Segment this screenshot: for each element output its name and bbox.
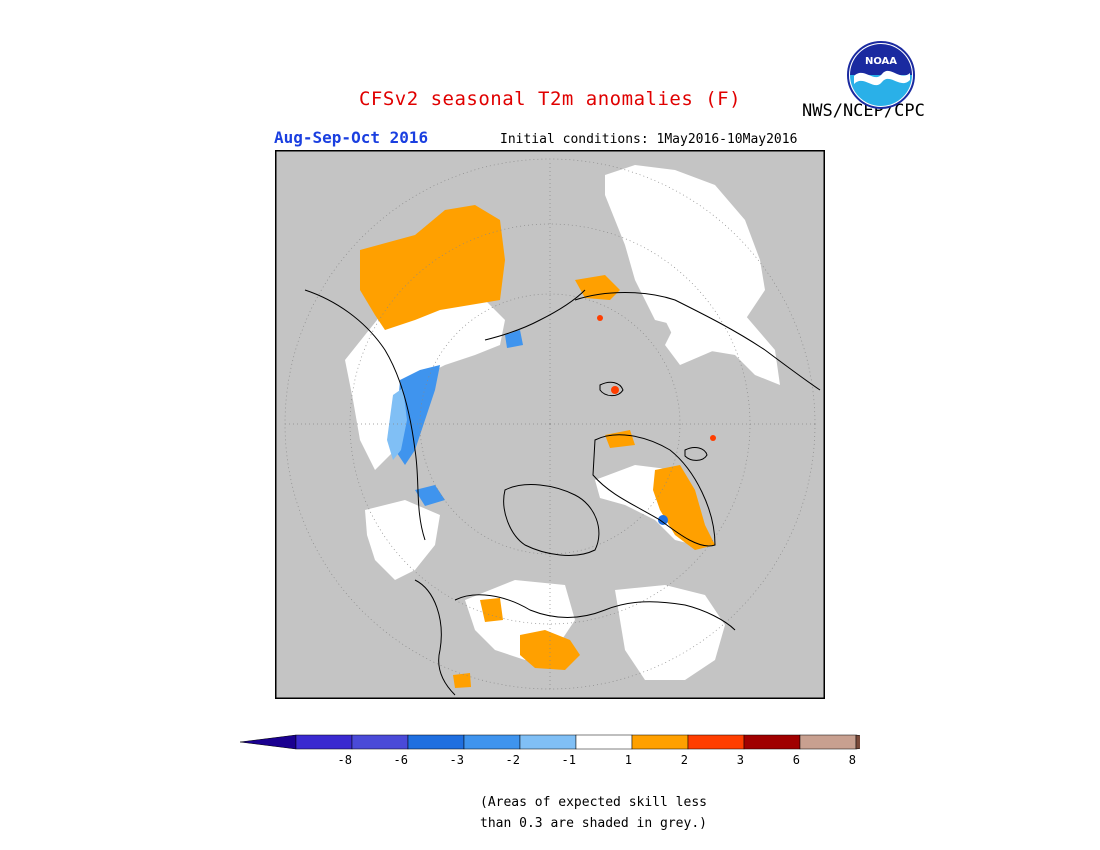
legend-box xyxy=(575,734,633,750)
legend-box xyxy=(631,734,689,750)
legend-box xyxy=(295,734,353,750)
orange-region-alaska xyxy=(575,275,620,300)
red-dot-2 xyxy=(710,435,716,441)
legend-box xyxy=(407,734,465,750)
legend-box xyxy=(743,734,801,750)
legend-label: -6 xyxy=(394,753,408,767)
blue-region-small-2 xyxy=(505,330,523,348)
blue-region-canada xyxy=(395,365,440,465)
legend-colorbar: -8 -6 -3 -2 -1 1 2 3 6 8 xyxy=(240,734,860,767)
legend-box xyxy=(463,734,521,750)
anomaly-map xyxy=(275,150,825,699)
noaa-logo: NOAA xyxy=(847,41,915,109)
orange-region-greenland xyxy=(653,465,715,550)
legend-label: 3 xyxy=(737,753,744,767)
legend-arrow-high xyxy=(855,734,860,750)
footnote: (Areas of expected skill less than 0.3 a… xyxy=(480,792,707,834)
blue-region-small-1 xyxy=(415,485,445,506)
legend-label: 8 xyxy=(849,753,856,767)
legend-label: 6 xyxy=(793,753,800,767)
legend-arrow-low xyxy=(240,734,297,750)
orange-region-north-america xyxy=(360,205,505,330)
legend-label: -8 xyxy=(338,753,352,767)
white-region-atlantic xyxy=(365,500,440,580)
orange-region-europe xyxy=(520,630,580,670)
map-frame xyxy=(275,150,825,699)
initial-conditions-label: Initial conditions: 1May2016-10May2016 xyxy=(500,132,798,147)
coastline-iceland xyxy=(684,447,708,461)
legend-labels: -8 -6 -3 -2 -1 1 2 3 6 8 xyxy=(338,753,856,767)
legend-label: 2 xyxy=(681,753,688,767)
coastline-siberia xyxy=(574,292,821,391)
coastline-greenland xyxy=(592,434,716,547)
white-region-east-siberia xyxy=(660,300,780,385)
white-region-north-america xyxy=(345,300,505,470)
blue-dot-greenland xyxy=(658,515,668,525)
legend-box xyxy=(351,734,409,750)
legend-label: -3 xyxy=(450,753,464,767)
anomaly-regions xyxy=(345,165,780,688)
season-label: Aug-Sep-Oct 2016 xyxy=(274,128,429,147)
coastlines xyxy=(304,289,821,696)
orange-region-canada-east xyxy=(605,430,635,448)
coastline-alaska xyxy=(484,289,586,341)
footnote-line-1: (Areas of expected skill less xyxy=(480,795,707,810)
legend-label: -2 xyxy=(506,753,520,767)
legend-label: -1 xyxy=(562,753,576,767)
coastline-europe-west xyxy=(414,579,456,696)
legend-label: 1 xyxy=(625,753,632,767)
legend-box xyxy=(799,734,857,750)
legend-box xyxy=(687,734,745,750)
noaa-logo-text: NOAA xyxy=(865,56,897,67)
orange-region-small-2 xyxy=(453,673,471,688)
coastline-europe xyxy=(454,594,736,631)
coastline-canadian-archipelago xyxy=(503,484,600,556)
legend-box xyxy=(519,734,577,750)
map-title: CFSv2 seasonal T2m anomalies (F) xyxy=(358,88,742,110)
orange-region-small-1 xyxy=(480,598,503,622)
red-dot-1 xyxy=(611,386,619,394)
footnote-line-2: than 0.3 are shaded in grey.) xyxy=(480,816,707,831)
coastline-svalbard xyxy=(599,381,624,397)
legend-boxes xyxy=(240,734,860,750)
coastline-north-america-west xyxy=(304,289,426,541)
red-dot-3 xyxy=(597,315,603,321)
